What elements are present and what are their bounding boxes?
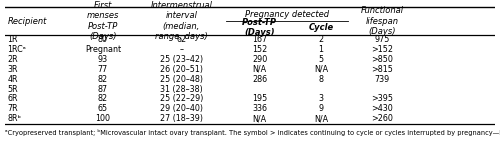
Text: N/A: N/A xyxy=(252,114,267,123)
Text: 4R: 4R xyxy=(8,75,18,84)
Text: 77: 77 xyxy=(98,65,108,74)
Text: N/A: N/A xyxy=(314,114,328,123)
Text: N/A: N/A xyxy=(252,65,267,74)
Text: 1R: 1R xyxy=(8,35,18,44)
Text: 62: 62 xyxy=(176,35,186,44)
Text: 87: 87 xyxy=(98,85,108,94)
Text: 25 (23–42): 25 (23–42) xyxy=(160,55,203,64)
Text: 2: 2 xyxy=(318,35,324,44)
Text: 152: 152 xyxy=(252,45,268,54)
Text: 26 (20–51): 26 (20–51) xyxy=(160,65,203,74)
Text: 65: 65 xyxy=(98,104,108,113)
Text: 80: 80 xyxy=(98,35,108,44)
Text: >850: >850 xyxy=(372,55,393,64)
Text: 8: 8 xyxy=(318,75,324,84)
Text: 3R: 3R xyxy=(8,65,18,74)
Text: 82: 82 xyxy=(98,75,108,84)
Text: ᵃCryopreserved transplant; ᵇMicrovascular intact ovary transplant. The symbol > : ᵃCryopreserved transplant; ᵇMicrovascula… xyxy=(5,129,500,136)
Text: 5: 5 xyxy=(318,55,324,64)
Text: 195: 195 xyxy=(252,94,268,103)
Text: 1: 1 xyxy=(318,45,324,54)
Text: 31 (28–38): 31 (28–38) xyxy=(160,85,203,94)
Text: Functional
lifespan
(Days): Functional lifespan (Days) xyxy=(360,6,404,36)
Text: 739: 739 xyxy=(374,75,390,84)
Text: 167: 167 xyxy=(252,35,268,44)
Text: 286: 286 xyxy=(252,75,268,84)
Text: 25 (20–48): 25 (20–48) xyxy=(160,75,203,84)
Text: 8Rᵇ: 8Rᵇ xyxy=(8,114,22,123)
Text: –: – xyxy=(180,45,184,54)
Text: 6R: 6R xyxy=(8,94,18,103)
Text: 3: 3 xyxy=(318,94,324,103)
Text: 2R: 2R xyxy=(8,55,18,64)
Text: >815: >815 xyxy=(372,65,393,74)
Text: >395: >395 xyxy=(372,94,394,103)
Text: 93: 93 xyxy=(98,55,108,64)
Text: 27 (18–39): 27 (18–39) xyxy=(160,114,203,123)
Text: 7R: 7R xyxy=(8,104,18,113)
Text: Post-TP
(Days): Post-TP (Days) xyxy=(242,18,278,37)
Text: 29 (20–40): 29 (20–40) xyxy=(160,104,203,113)
Text: 1RCᵃ: 1RCᵃ xyxy=(8,45,26,54)
Text: Intermenstrual
interval
(median,
range, days): Intermenstrual interval (median, range, … xyxy=(150,1,212,41)
Text: 336: 336 xyxy=(252,104,268,113)
Text: Cycle: Cycle xyxy=(308,23,334,32)
Text: >430: >430 xyxy=(372,104,393,113)
Text: Pregnant: Pregnant xyxy=(85,45,121,54)
Text: 290: 290 xyxy=(252,55,268,64)
Text: 82: 82 xyxy=(98,94,108,103)
Text: 975: 975 xyxy=(374,35,390,44)
Text: First
menses
Post-TP
(Days): First menses Post-TP (Days) xyxy=(87,1,119,41)
Text: 25 (22–29): 25 (22–29) xyxy=(160,94,203,103)
Text: 100: 100 xyxy=(96,114,110,123)
Text: N/A: N/A xyxy=(314,65,328,74)
Text: 5R: 5R xyxy=(8,85,18,94)
Text: >152: >152 xyxy=(372,45,394,54)
Text: >260: >260 xyxy=(372,114,393,123)
Text: 9: 9 xyxy=(318,104,324,113)
Text: Pregnancy detected: Pregnancy detected xyxy=(244,10,329,19)
Text: Recipient: Recipient xyxy=(8,17,47,26)
